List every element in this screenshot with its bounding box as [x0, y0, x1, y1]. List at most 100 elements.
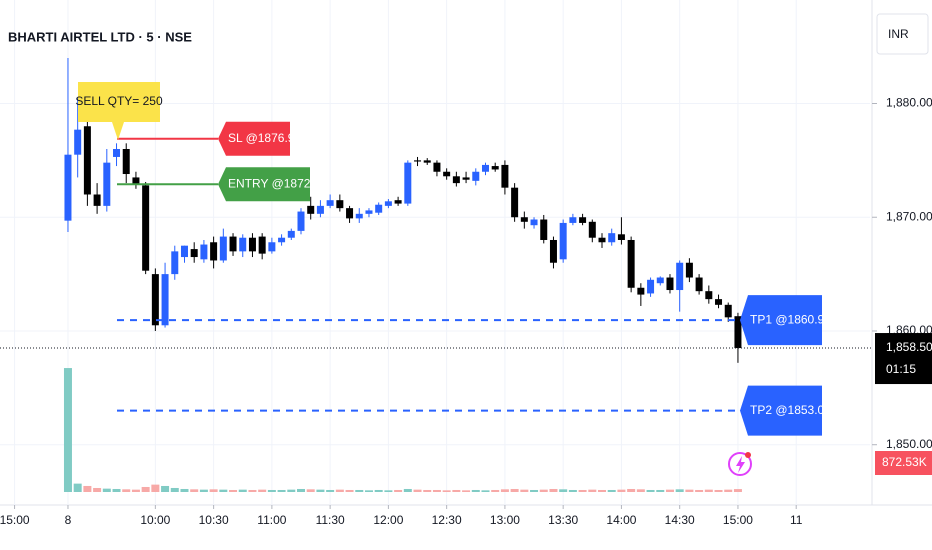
volume-bar: [199, 489, 208, 492]
candle-body: [462, 177, 470, 180]
candle-body: [491, 166, 499, 170]
volume-bar: [636, 489, 645, 492]
volume-bar: [73, 483, 82, 492]
candle-body: [666, 277, 674, 291]
candle-body: [278, 237, 286, 243]
chart-title: BHARTI AIRTEL LTD · 5 · NSE: [8, 29, 192, 44]
candle-body: [171, 251, 179, 275]
candle-body: [559, 222, 567, 260]
volume-bar: [93, 487, 102, 492]
candle-body: [239, 237, 247, 252]
volume-bar: [131, 489, 140, 492]
volume-bar: [112, 488, 121, 492]
x-tick-label: 14:30: [665, 513, 695, 527]
candle-body: [501, 164, 509, 188]
signal-dot: [745, 452, 751, 458]
volume-pane: [63, 368, 742, 492]
level-label: SL @1876.90: [228, 131, 301, 145]
candle-body: [647, 279, 655, 294]
volume-bar: [364, 490, 373, 492]
level-label-box: [218, 167, 310, 202]
volume-bar: [724, 489, 733, 492]
volume-bar: [238, 489, 247, 492]
candle-body: [151, 274, 159, 326]
candle-body: [83, 126, 91, 195]
candle-body: [724, 304, 732, 318]
volume-bar: [471, 489, 480, 492]
candle-body: [93, 194, 101, 206]
candle-body: [452, 176, 460, 184]
x-tick-label: 15:00: [0, 513, 30, 527]
volume-bar: [539, 489, 548, 492]
x-tick-label: 13:00: [490, 513, 520, 527]
candle-body: [695, 277, 703, 292]
x-tick-label: 10:00: [140, 513, 170, 527]
overlay: SL @1876.90 ENTRY @1872.90 TP1 @1860.95 TP2…: [0, 82, 872, 436]
volume-bar: [568, 489, 577, 492]
volume-bar: [520, 489, 529, 492]
volume-bar: [229, 489, 238, 492]
candle-body: [549, 239, 557, 263]
currency: INR: [888, 27, 909, 41]
volume-bar: [530, 489, 539, 492]
candle-body: [122, 148, 130, 175]
volume-bar: [695, 489, 704, 492]
volume-bar: [326, 489, 335, 492]
x-tick-label: 15:00: [723, 513, 753, 527]
volume-bar: [316, 489, 325, 492]
volume-bar: [656, 489, 665, 492]
volume-bar: [432, 489, 441, 492]
y-tick-label: 1,880.00: [886, 96, 932, 110]
candle-body: [433, 162, 441, 172]
candle-body: [103, 162, 111, 206]
candle-body: [365, 210, 373, 214]
last-price-label: 1,858.50: [886, 340, 932, 354]
candle-body: [200, 244, 208, 260]
volume-bar: [588, 489, 597, 492]
candle-body: [219, 236, 227, 261]
currency-box[interactable]: [876, 13, 929, 55]
x-tick-label: 11:00: [257, 513, 286, 527]
candle-body: [316, 205, 324, 214]
candle-body: [229, 236, 237, 252]
candle-body: [190, 249, 198, 258]
candle-body: [423, 160, 431, 163]
volume-bar: [141, 486, 150, 492]
volume-bar: [209, 489, 218, 492]
volume-bar: [413, 489, 422, 492]
volume-bar: [180, 488, 189, 492]
candles: [64, 58, 742, 363]
candle-body: [715, 299, 723, 305]
volume-bar: [190, 489, 199, 492]
volume-bar: [248, 489, 257, 492]
candle-body: [210, 242, 218, 261]
y-tick-label: 1,870.00: [886, 209, 932, 223]
x-tick-label: 14:00: [606, 513, 636, 527]
annotation: SELL QTY= 250: [75, 94, 163, 108]
candle-body: [569, 217, 577, 223]
volume-bar: [258, 489, 267, 492]
volume-bar: [394, 489, 403, 492]
volume-bar: [306, 489, 315, 492]
candle-body: [608, 233, 616, 243]
volume-bar: [491, 489, 500, 492]
volume-bar: [102, 488, 111, 492]
volume-bar: [161, 485, 170, 492]
x-tick-label: 12:30: [432, 513, 462, 527]
volume-bar: [355, 489, 364, 492]
volume-bar: [442, 490, 451, 492]
x-tick-label: 8: [65, 513, 72, 527]
candle-body: [268, 242, 276, 252]
volume-bar: [345, 489, 354, 492]
volume-bar: [287, 489, 296, 492]
candle-body: [384, 201, 392, 206]
candle-body: [375, 204, 383, 213]
candle-body: [258, 236, 266, 254]
countdown: 01:15: [886, 362, 916, 376]
volume-bar: [500, 489, 509, 492]
candle-body: [287, 230, 295, 238]
volume-bar: [267, 489, 276, 492]
level-label: TP2 @1853.00: [750, 403, 831, 417]
volume-bar: [733, 489, 742, 492]
